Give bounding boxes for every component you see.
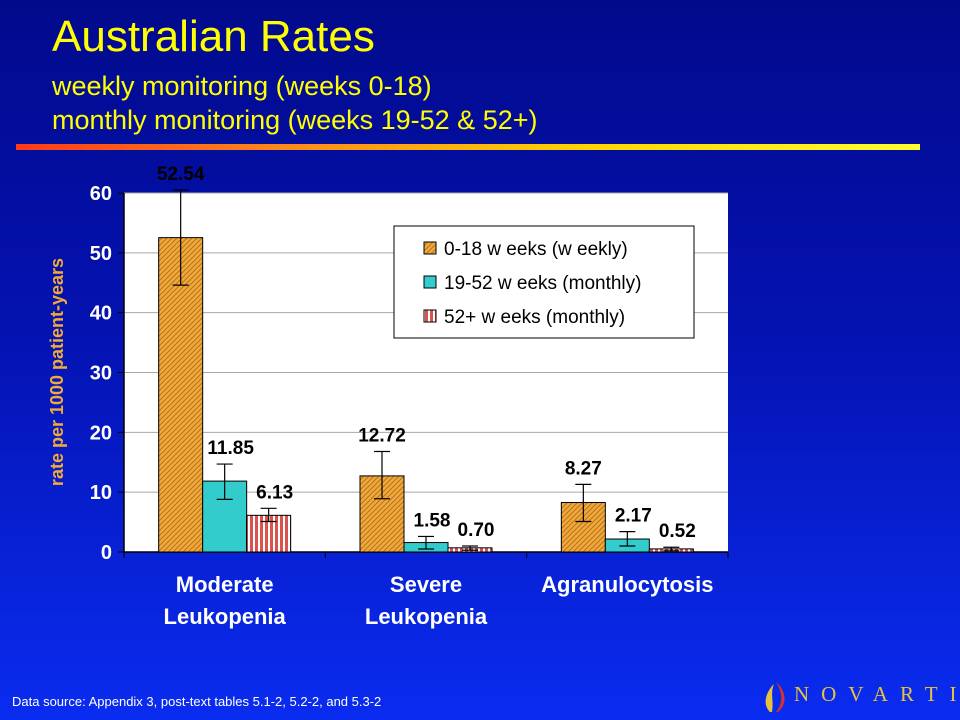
slide-subtitle-line1: weekly monitoring (weeks 0-18) bbox=[52, 71, 432, 101]
legend-box bbox=[393, 225, 695, 339]
legend: 0-18 w eeks (w eekly) 19-52 w eeks (month… bbox=[393, 225, 695, 339]
y-axis-label: rate per 1000 patient-years bbox=[47, 258, 67, 486]
legend-swatch bbox=[423, 309, 437, 323]
data-label: 12.72 bbox=[358, 425, 406, 446]
data-label: 11.85 bbox=[207, 438, 254, 459]
data-label: 2.17 bbox=[615, 506, 652, 527]
title-divider bbox=[16, 144, 920, 150]
novartis-flame-icon bbox=[765, 682, 785, 712]
data-label: 1.58 bbox=[414, 510, 451, 531]
data-label: 6.13 bbox=[256, 482, 293, 503]
x-category-label: Leukopenia bbox=[365, 604, 488, 629]
data-label: 0.70 bbox=[458, 520, 495, 541]
x-category-label: Severe bbox=[390, 572, 462, 597]
y-tick-label: 40 bbox=[90, 303, 112, 325]
slide-title: Australian Rates bbox=[52, 12, 375, 61]
y-tick-label: 50 bbox=[90, 243, 112, 265]
data-source-note: Data source: Appendix 3, post-text table… bbox=[12, 694, 382, 709]
data-label: 0.52 bbox=[659, 521, 696, 542]
legend-swatch bbox=[423, 241, 437, 255]
bar bbox=[158, 237, 204, 553]
x-category-label: Leukopenia bbox=[164, 604, 287, 629]
legend-swatch bbox=[423, 275, 437, 289]
x-category-label: Moderate bbox=[176, 572, 274, 597]
legend-label: 52+ w eeks (monthly) bbox=[444, 307, 625, 328]
legend-label: 0-18 w eeks (w eekly) bbox=[444, 239, 628, 260]
y-tick-label: 60 bbox=[90, 183, 112, 205]
y-tick-label: 10 bbox=[90, 482, 112, 504]
y-tick-label: 30 bbox=[90, 363, 112, 385]
novartis-logo-text: NOVARTIS bbox=[794, 682, 960, 706]
y-tick-label: 20 bbox=[90, 422, 112, 444]
slide-subtitle-line2: monthly monitoring (weeks 19-52 & 52+) bbox=[52, 105, 538, 135]
novartis-logo: NOVARTIS bbox=[756, 676, 960, 716]
data-label: 8.27 bbox=[565, 458, 602, 479]
x-category-label: Agranulocytosis bbox=[541, 572, 713, 597]
data-label: 52.54 bbox=[157, 164, 205, 185]
y-tick-label: 0 bbox=[101, 542, 112, 564]
legend-label: 19-52 w eeks (monthly) bbox=[444, 273, 641, 294]
